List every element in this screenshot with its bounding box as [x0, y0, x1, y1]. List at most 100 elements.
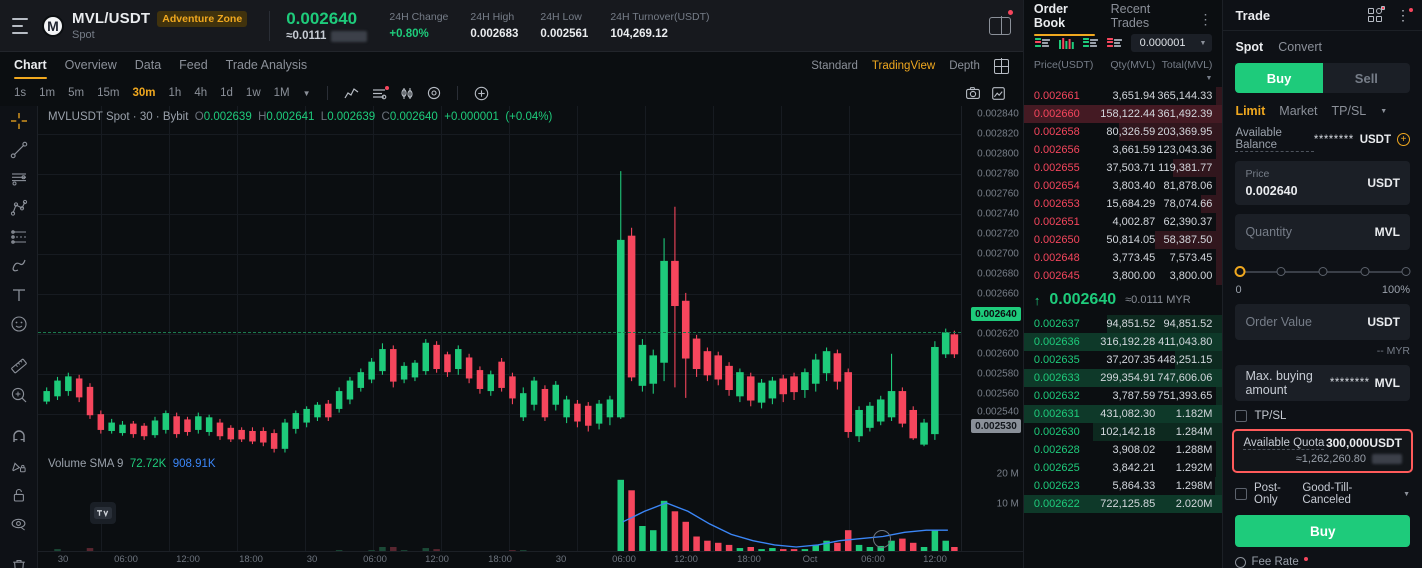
- timeframe-5m[interactable]: 5m: [68, 87, 85, 99]
- timeframe-30m[interactable]: 30m: [132, 87, 156, 99]
- slider-step-100[interactable]: [1401, 267, 1411, 276]
- depth-view-asks-icon[interactable]: [1106, 37, 1123, 50]
- tab-spot[interactable]: Spot: [1235, 40, 1264, 54]
- time-axis[interactable]: 30 06:00 12:00 18:00 30 06:00 12:00 18:0…: [38, 551, 1023, 568]
- timeframe-1h[interactable]: 1h: [168, 87, 182, 99]
- magnet-icon[interactable]: [8, 428, 30, 446]
- add-indicator-icon[interactable]: [474, 86, 489, 101]
- chart-mode-depth[interactable]: Depth: [949, 60, 980, 72]
- tab-overview[interactable]: Overview: [64, 58, 117, 72]
- order-book-row[interactable]: 0.002656 3,661.59 123,043.36: [1024, 141, 1223, 159]
- order-value-field[interactable]: Order Value USDT: [1235, 304, 1410, 340]
- order-book-row[interactable]: 0.002622 722,125.85 2.020M: [1023, 495, 1223, 513]
- amount-slider[interactable]: [1234, 265, 1411, 281]
- order-book-row[interactable]: 0.002630 102,142.18 1.284M: [1024, 423, 1223, 441]
- order-book-row[interactable]: 0.002658 80,326.59 203,369.95: [1024, 123, 1223, 141]
- col-total[interactable]: Total(MVL) ▼: [1161, 59, 1213, 82]
- order-type-market[interactable]: Market: [1279, 104, 1318, 118]
- hide-drawings-eye-icon[interactable]: [8, 515, 30, 533]
- depth-view-bids-icon[interactable]: [1082, 37, 1099, 50]
- price-plot[interactable]: MVLUSDT Spot · 30 · Bybit O0.002639 H0.0…: [38, 106, 961, 568]
- order-type-tpsl[interactable]: TP/SL: [1331, 104, 1367, 118]
- lock-icon[interactable]: [8, 486, 30, 504]
- order-book-row[interactable]: 0.002628 3,908.02 1.288M: [1024, 441, 1223, 459]
- indicators-icon[interactable]: [372, 85, 389, 100]
- projection-icon[interactable]: [8, 228, 30, 246]
- tab-recent-trades[interactable]: Recent Trades: [1110, 2, 1151, 30]
- delete-trash-icon[interactable]: [8, 557, 30, 568]
- brush-icon[interactable]: [8, 257, 30, 275]
- order-book-row[interactable]: 0.002625 3,842.21 1.292M: [1024, 459, 1223, 477]
- timeframe-1d[interactable]: 1d: [220, 87, 233, 99]
- slider-handle-0[interactable]: [1234, 266, 1246, 277]
- settings-gear-icon[interactable]: [427, 86, 441, 100]
- available-quota-label[interactable]: Available Quota: [1243, 436, 1325, 450]
- sell-tab[interactable]: Sell: [1354, 70, 1378, 86]
- tpsl-checkbox[interactable]: [1235, 410, 1248, 422]
- chevron-down-icon[interactable]: ▼: [1380, 107, 1388, 115]
- text-tool-icon[interactable]: [8, 286, 30, 304]
- order-book-row[interactable]: 0.002651 4,002.87 62,390.37: [1024, 213, 1223, 231]
- order-book-row[interactable]: 0.002632 3,787.59 751,393.65: [1024, 387, 1223, 405]
- depth-view-histogram-icon[interactable]: [1058, 37, 1075, 50]
- slider-step-25[interactable]: [1276, 267, 1286, 276]
- chevron-down-icon[interactable]: ▼: [302, 88, 311, 98]
- order-book-row[interactable]: 0.002650 50,814.05 58,387.50: [1024, 231, 1223, 249]
- available-balance-label[interactable]: Available Balance: [1235, 127, 1314, 152]
- order-book-row[interactable]: 0.002633 299,354.91 747,606.06: [1023, 369, 1223, 387]
- buy-submit-button[interactable]: Buy: [1235, 515, 1410, 547]
- slider-step-50[interactable]: [1318, 267, 1328, 276]
- chart-mode-standard[interactable]: Standard: [811, 60, 858, 72]
- zoom-in-icon[interactable]: [8, 386, 30, 404]
- fib-retracement-icon[interactable]: [8, 170, 30, 188]
- timeframe-1s[interactable]: 1s: [14, 87, 27, 99]
- timeframe-1m[interactable]: 1m: [39, 87, 56, 99]
- time-in-force-select[interactable]: Good-Till-Canceled ▼: [1302, 482, 1410, 506]
- layout-toggle-icon[interactable]: [988, 16, 1011, 35]
- crosshair-icon[interactable]: [8, 112, 30, 130]
- timeframe-1M[interactable]: 1M: [273, 87, 290, 99]
- price-field[interactable]: Price 0.002640 USDT: [1235, 161, 1410, 205]
- order-book-row[interactable]: 0.002648 3,773.45 7,573.45: [1024, 249, 1223, 267]
- tpsl-checkbox-row[interactable]: TP/SL: [1235, 410, 1410, 422]
- fee-rate-row[interactable]: Fee Rate: [1235, 556, 1410, 568]
- tab-chart[interactable]: Chart: [14, 58, 47, 79]
- buy-tab[interactable]: Buy: [1235, 63, 1323, 93]
- timeframe-4h[interactable]: 4h: [194, 87, 208, 99]
- order-book-row[interactable]: 0.002623 5,864.33 1.298M: [1024, 477, 1223, 495]
- menu-icon[interactable]: [12, 17, 32, 34]
- trend-line-icon[interactable]: [8, 141, 30, 159]
- order-book-row[interactable]: 0.002654 3,803.40 81,878.06: [1024, 177, 1223, 195]
- trade-menu-icon[interactable]: ⋮: [1396, 8, 1413, 22]
- pair-block[interactable]: MVL/USDT Adventure Zone Spot: [72, 10, 248, 41]
- order-book-row[interactable]: 0.002660 158,122.44 361,492.39: [1023, 105, 1223, 123]
- order-type-limit[interactable]: Limit: [1235, 104, 1266, 118]
- tab-data[interactable]: Data: [134, 58, 162, 72]
- chart-mode-tradingview[interactable]: TradingView: [871, 60, 936, 72]
- price-axis[interactable]: 0.002840 0.002820 0.002800 0.002780 0.00…: [960, 106, 1023, 568]
- tab-trade-analysis[interactable]: Trade Analysis: [225, 58, 308, 72]
- quantity-field[interactable]: Quantity MVL: [1235, 214, 1410, 250]
- compare-icon[interactable]: [400, 87, 414, 100]
- order-book-row[interactable]: 0.002635 37,207.35 448,251.15: [1024, 351, 1223, 369]
- measure-ruler-icon[interactable]: [8, 357, 30, 375]
- tab-feed[interactable]: Feed: [179, 58, 208, 72]
- tradingview-logo-icon[interactable]: [90, 502, 116, 524]
- qr-code-icon[interactable]: [1368, 6, 1385, 22]
- order-book-row[interactable]: 0.002636 316,192.28 411,043.80: [1023, 333, 1223, 351]
- tab-order-book[interactable]: Order Book: [1033, 2, 1095, 36]
- timeframe-15m[interactable]: 15m: [97, 87, 120, 99]
- post-only-checkbox[interactable]: [1235, 488, 1247, 500]
- order-book-row[interactable]: 0.002655 37,503.71 119,381.77: [1024, 159, 1223, 177]
- camera-snapshot-icon[interactable]: [965, 87, 980, 99]
- deposit-plus-icon[interactable]: +: [1397, 133, 1410, 146]
- timeframe-1w[interactable]: 1w: [245, 87, 261, 99]
- order-book-row[interactable]: 0.002631 431,082.30 1.182M: [1023, 405, 1223, 423]
- drawing-lock-icon[interactable]: [8, 457, 30, 475]
- emoji-icon[interactable]: [8, 315, 30, 333]
- pitchfork-icon[interactable]: [8, 199, 30, 217]
- tick-size-select[interactable]: 0.000001 ▼: [1130, 34, 1213, 52]
- order-book-row[interactable]: 0.002645 3,800.00 3,800.00: [1024, 267, 1223, 285]
- order-book-menu-icon[interactable]: ⋮: [1198, 11, 1213, 27]
- fullscreen-icon[interactable]: [992, 86, 1005, 100]
